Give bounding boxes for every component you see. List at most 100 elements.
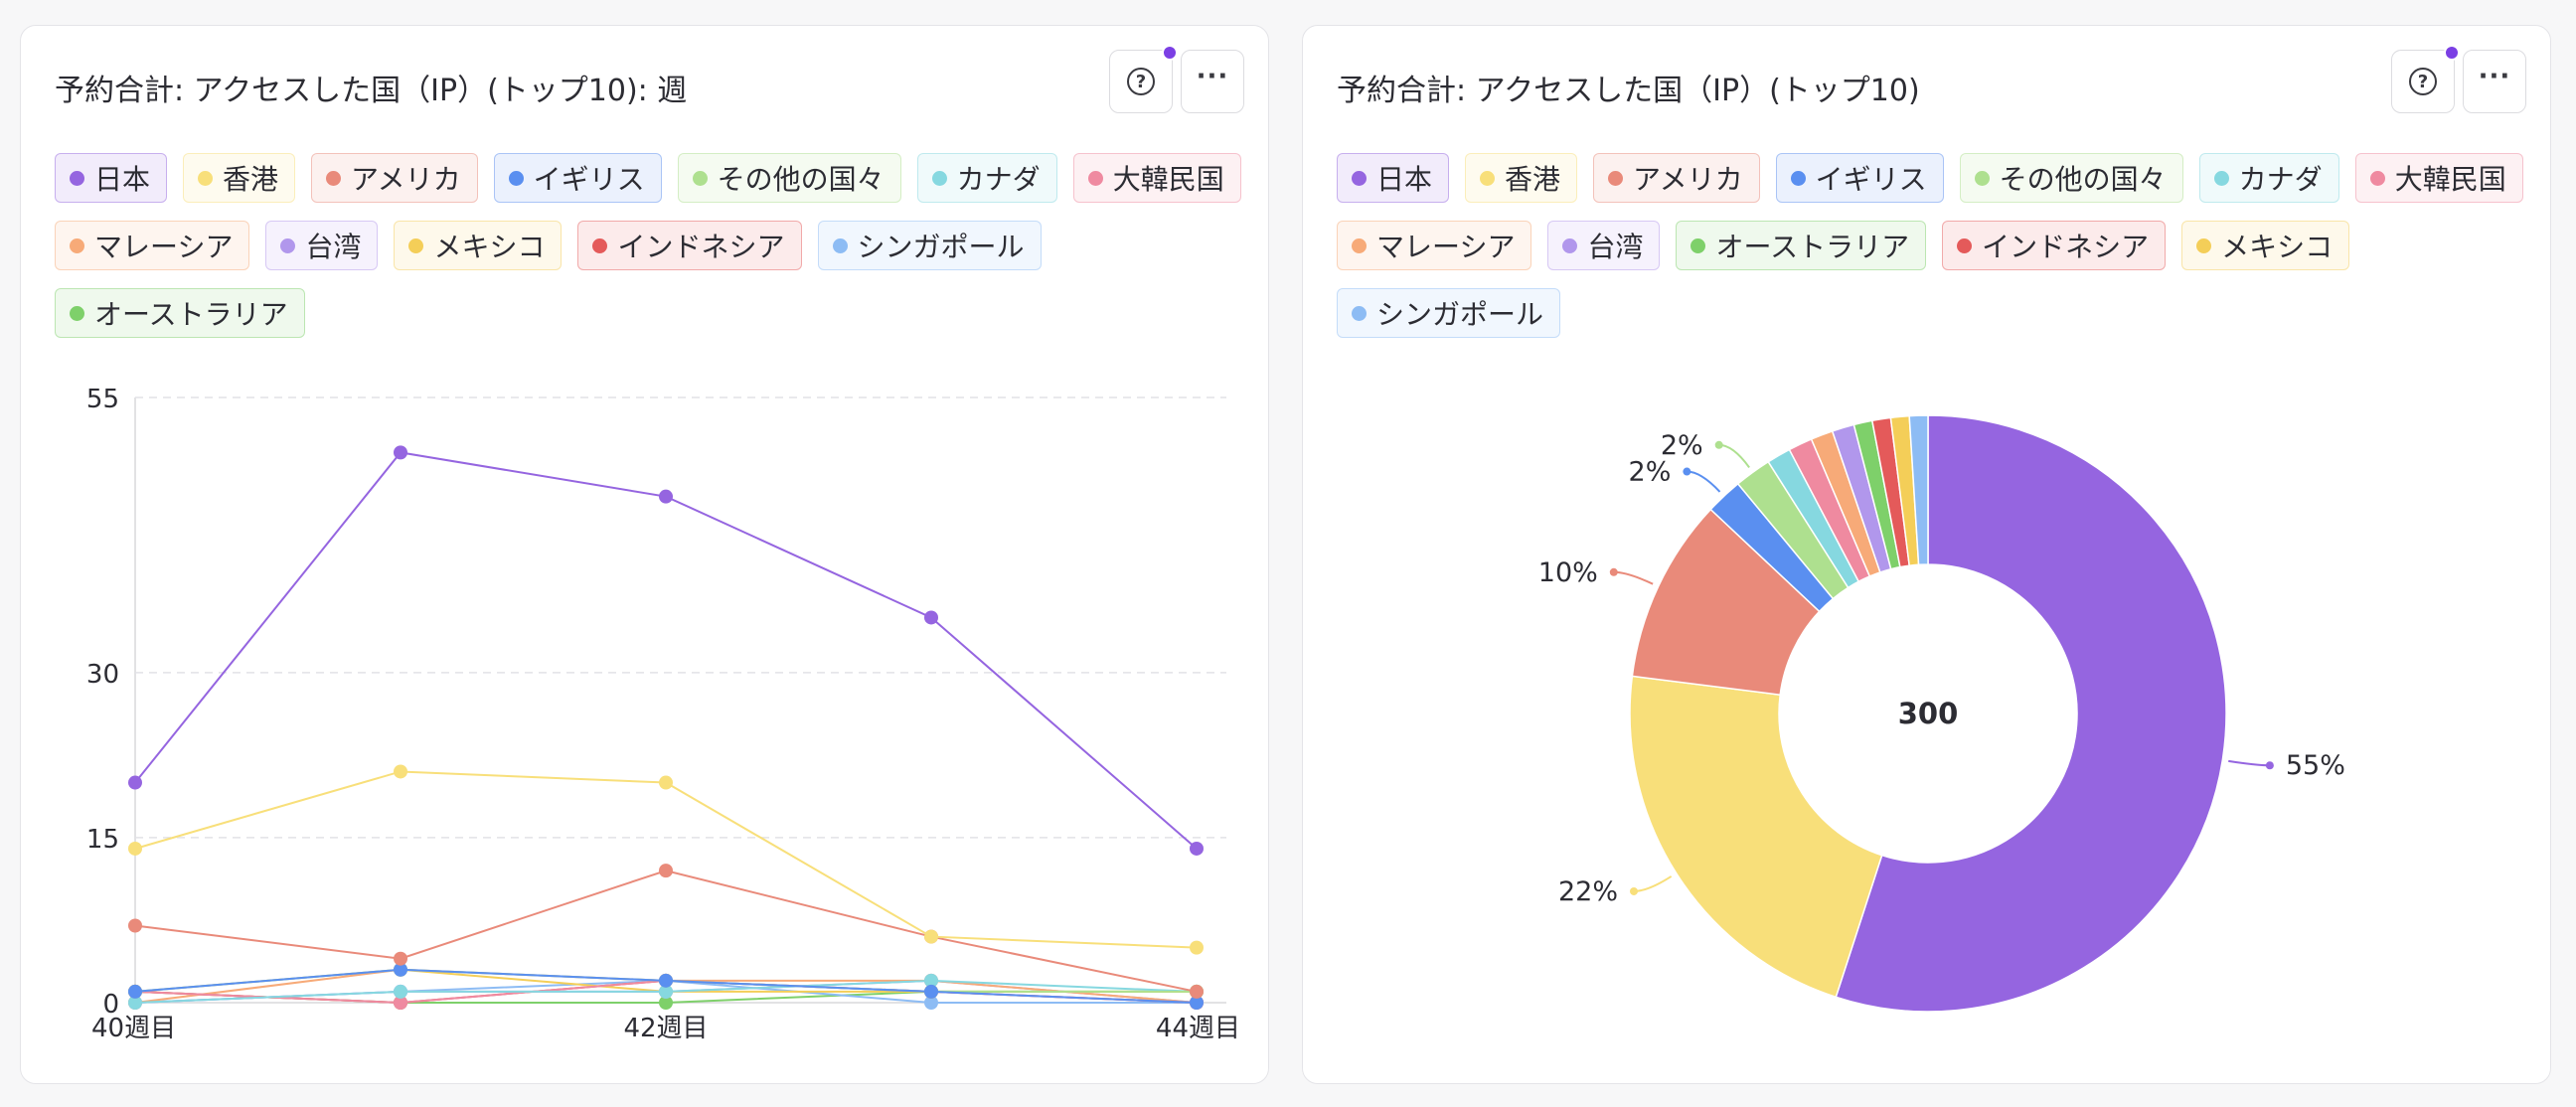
legend-dot <box>832 237 848 253</box>
legend-label: カナダ <box>956 163 1041 196</box>
legend-label: マレーシア <box>94 231 234 263</box>
legend-dot <box>1974 170 1990 186</box>
help-button[interactable]: ? <box>1109 45 1178 113</box>
legend-item[interactable]: オーストラリア <box>55 288 305 338</box>
notification-dot <box>1162 45 1178 61</box>
legend-item[interactable]: 日本 <box>1337 153 1450 203</box>
legend-label: メキシコ <box>433 231 546 263</box>
legend-dot <box>2213 170 2229 186</box>
data-point[interactable] <box>394 445 407 460</box>
slice-percent-label: 22% <box>1558 876 1618 907</box>
ellipsis-icon: ··· <box>1196 62 1229 91</box>
legend-item[interactable]: 香港 <box>1465 153 1578 203</box>
more-options-button[interactable]: ··· <box>1181 50 1244 113</box>
legend-dot <box>1690 237 1706 253</box>
data-point[interactable] <box>924 984 938 999</box>
data-point[interactable] <box>394 984 407 999</box>
legend-dot <box>1790 170 1806 186</box>
legend-dot <box>2369 170 2385 186</box>
legend-item[interactable]: 台湾 <box>265 221 379 270</box>
legend-dot <box>408 237 424 253</box>
legend-dot <box>70 305 84 321</box>
legend-item[interactable]: 大韓民国 <box>1072 153 1241 203</box>
card-title: 予約合計: アクセスした国（IP）(トップ10) <box>1337 74 1920 108</box>
data-point[interactable] <box>1190 996 1204 1010</box>
slice-percent-label: 2% <box>1629 457 1672 488</box>
legend-item[interactable]: マレーシア <box>1337 221 1532 270</box>
legend-dot <box>1087 170 1103 186</box>
data-point[interactable] <box>924 929 938 944</box>
help-button[interactable]: ? <box>2391 45 2460 113</box>
data-point[interactable] <box>128 984 142 999</box>
data-point[interactable] <box>659 775 673 790</box>
legend-item[interactable]: イギリス <box>493 153 662 203</box>
legend-item[interactable]: 香港 <box>183 153 296 203</box>
data-point[interactable] <box>924 610 938 625</box>
data-point[interactable] <box>659 489 673 504</box>
legend-item[interactable]: 台湾 <box>1547 221 1661 270</box>
more-options-button[interactable]: ··· <box>2463 50 2526 113</box>
donut-slice[interactable] <box>1629 675 1883 999</box>
weekly-country-line-card: 予約合計: アクセスした国（IP）(トップ10): 週 ? ··· 日本 香港 アメ… <box>20 25 1269 1084</box>
question-icon: ? <box>2409 68 2437 95</box>
legend-label: 大韓民国 <box>2394 163 2506 196</box>
legend-item[interactable]: シンガポール <box>817 221 1042 270</box>
legend-label: メキシコ <box>2221 231 2334 263</box>
legend-dot <box>280 237 296 253</box>
data-point[interactable] <box>128 918 142 933</box>
data-point[interactable] <box>659 973 673 988</box>
legend-item[interactable]: インドネシア <box>577 221 802 270</box>
series-line <box>134 770 1198 949</box>
data-point[interactable] <box>659 996 673 1010</box>
legend-item[interactable]: その他の国々 <box>1959 153 2183 203</box>
y-tick-label: 15 <box>86 825 119 855</box>
legend-item[interactable]: オーストラリア <box>1676 221 1927 270</box>
legend-item[interactable]: マレーシア <box>55 221 250 270</box>
donut-center-total: 300 <box>1898 697 1959 730</box>
legend-dot <box>198 170 214 186</box>
chart-legend: 日本 香港 アメリカ イギリス その他の国々 カナダ 大韓民国マレーシア 台湾 オーストラリア イ… <box>1337 153 2529 338</box>
data-point[interactable] <box>128 841 142 856</box>
legend-item[interactable]: シンガポール <box>1337 288 1561 338</box>
data-point[interactable] <box>1190 984 1204 999</box>
data-point[interactable] <box>128 996 142 1010</box>
donut-slice[interactable] <box>1908 414 1929 566</box>
legend-label: オーストラリア <box>1715 231 1910 263</box>
data-point[interactable] <box>924 973 938 988</box>
data-point[interactable] <box>659 984 673 999</box>
data-point[interactable] <box>659 864 673 878</box>
legend-item[interactable]: その他の国々 <box>677 153 901 203</box>
data-point[interactable] <box>924 996 938 1010</box>
legend-label: 日本 <box>1376 163 1433 196</box>
legend-item[interactable]: カナダ <box>916 153 1057 203</box>
legend-dot <box>1562 237 1578 253</box>
legend-item[interactable]: 日本 <box>55 153 168 203</box>
legend-item[interactable]: アメリカ <box>1593 153 1760 203</box>
data-point[interactable] <box>1190 940 1204 955</box>
data-point[interactable] <box>394 962 407 977</box>
legend-dot <box>508 170 524 186</box>
label-leader-dot <box>2265 761 2274 770</box>
legend-item[interactable]: 大韓民国 <box>2354 153 2523 203</box>
legend-item[interactable]: イギリス <box>1775 153 1944 203</box>
legend-item[interactable]: インドネシア <box>1942 221 2167 270</box>
data-point[interactable] <box>394 764 407 779</box>
data-point[interactable] <box>394 951 407 966</box>
x-tick-label: 40週目 <box>91 1014 176 1043</box>
data-point[interactable] <box>1190 841 1204 856</box>
x-tick-label: 42週目 <box>623 1014 708 1043</box>
question-icon: ? <box>1127 68 1155 95</box>
slice-percent-label: 55% <box>2286 750 2345 781</box>
legend-item[interactable]: メキシコ <box>2181 221 2350 270</box>
y-tick-label: 30 <box>86 660 119 690</box>
legend-item[interactable]: カナダ <box>2198 153 2339 203</box>
donut-slice[interactable] <box>1835 414 2227 1013</box>
label-leader-line <box>1718 443 1750 469</box>
data-point[interactable] <box>128 775 142 790</box>
legend-item[interactable]: メキシコ <box>394 221 563 270</box>
legend-label: シンガポール <box>857 231 1025 263</box>
slice-percent-label: 2% <box>1661 430 1703 461</box>
legend-item[interactable]: アメリカ <box>311 153 478 203</box>
data-point[interactable] <box>394 996 407 1010</box>
label-leader-dot <box>1683 467 1691 476</box>
